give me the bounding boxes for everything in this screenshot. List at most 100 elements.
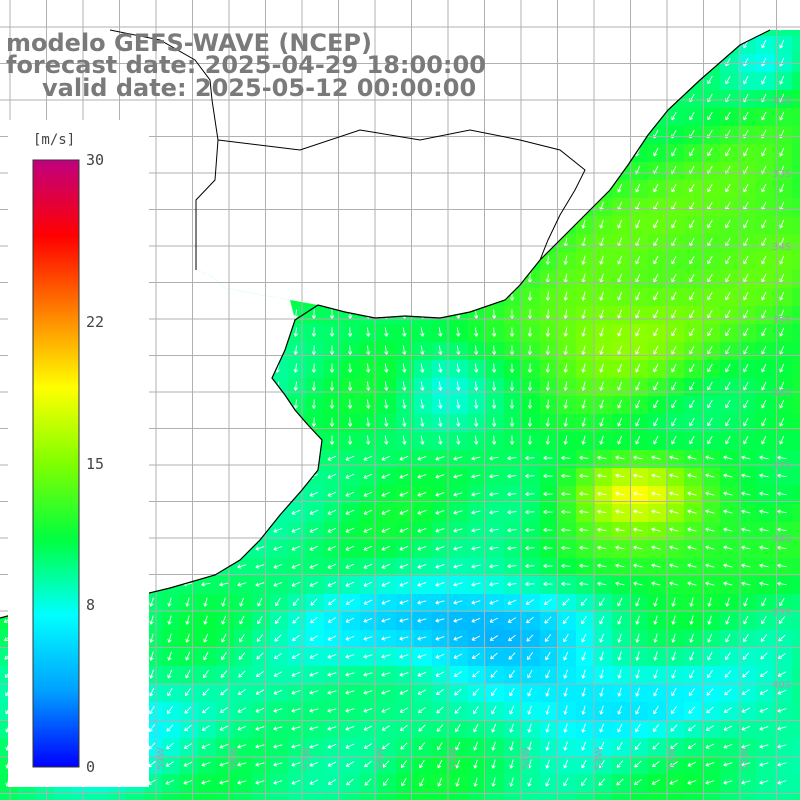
field-cell: [792, 522, 800, 541]
field-cell: [270, 522, 289, 541]
wind-arrow: [563, 291, 568, 301]
wind-arrow: [381, 654, 391, 659]
wind-arrow: [599, 399, 604, 409]
wind-arrow: [490, 652, 498, 660]
wind-arrow: [525, 527, 535, 533]
wind-arrow: [671, 273, 677, 283]
wind-arrow: [581, 291, 586, 301]
wind-arrow: [579, 563, 589, 568]
field-cell: [540, 612, 559, 631]
field-cell: [702, 414, 721, 433]
field-cell: [252, 684, 271, 703]
field-cell: [504, 540, 523, 559]
wind-arrow: [293, 381, 298, 391]
field-cell: [396, 360, 415, 379]
colorbar-frame: [32, 159, 80, 768]
field-cell: [252, 594, 271, 613]
field-cell: [432, 612, 451, 631]
wind-arrow: [384, 327, 389, 337]
field-cell: [774, 504, 793, 523]
field-cell: [342, 414, 361, 433]
wind-arrow: [615, 563, 625, 568]
wind-arrow: [527, 309, 533, 319]
wind-arrow: [327, 743, 337, 749]
wind-arrow: [725, 435, 731, 445]
field-cell: [684, 162, 703, 181]
field-cell: [414, 396, 433, 415]
field-cell: [342, 468, 361, 487]
field-cell: [720, 396, 739, 415]
field-cell: [594, 270, 613, 289]
field-cell: [684, 198, 703, 217]
field-cell: [540, 450, 559, 469]
wind-arrow: [543, 545, 553, 551]
field-cell: [486, 576, 505, 595]
field-cell: [648, 522, 667, 541]
field-cell: [702, 702, 721, 721]
wind-arrow: [527, 669, 533, 679]
wind-arrow: [653, 399, 659, 409]
wind-arrow: [707, 381, 713, 391]
field-cell: [792, 540, 800, 559]
wind-arrow: [309, 761, 319, 767]
field-cell: [684, 234, 703, 253]
wind-arrow: [399, 509, 409, 515]
wind-arrow: [597, 455, 607, 460]
wind-arrow: [363, 599, 373, 605]
field-cell: [558, 252, 577, 271]
wind-arrow: [417, 654, 427, 659]
field-cell: [702, 630, 721, 649]
field-cell: [738, 540, 757, 559]
wind-arrow: [420, 363, 425, 373]
field-cell: [684, 576, 703, 595]
field-cell: [522, 576, 541, 595]
field-cell: [378, 468, 397, 487]
field-cell: [522, 792, 541, 800]
field-cell: [666, 360, 685, 379]
field-cell: [270, 774, 289, 793]
field-cell: [630, 720, 649, 739]
field-cell: [486, 792, 505, 800]
wind-arrow: [437, 777, 442, 787]
field-cell: [684, 378, 703, 397]
field-cell: [702, 288, 721, 307]
field-cell: [576, 594, 595, 613]
wind-arrow: [597, 581, 607, 586]
field-cell: [558, 630, 577, 649]
wind-arrow: [221, 615, 227, 625]
field-cell: [504, 504, 523, 523]
wind-arrow: [327, 491, 337, 497]
wind-arrow: [327, 581, 337, 587]
wind-arrow: [617, 435, 623, 445]
field-cell: [756, 270, 775, 289]
wind-arrow: [707, 633, 713, 643]
field-cell: [792, 666, 800, 685]
field-cell: [414, 540, 433, 559]
field-cell: [702, 756, 721, 775]
wind-arrow: [435, 510, 445, 515]
field-cell: [360, 756, 379, 775]
field-cell: [414, 432, 433, 451]
field-cell: [648, 702, 667, 721]
wind-arrow: [743, 399, 749, 409]
wind-arrow: [761, 39, 767, 49]
field-cell: [468, 612, 487, 631]
field-cell: [666, 594, 685, 613]
field-cell: [792, 774, 800, 793]
field-cell: [180, 756, 199, 775]
field-cell: [756, 306, 775, 325]
wind-arrow: [509, 381, 515, 391]
field-cell: [558, 342, 577, 361]
wind-arrow: [309, 690, 319, 695]
wind-arrow: [761, 435, 767, 445]
field-cell: [738, 360, 757, 379]
field-cell: [342, 684, 361, 703]
field-cell: [702, 432, 721, 451]
field-cell: [774, 180, 793, 199]
field-cell: [144, 792, 163, 800]
wind-arrow: [581, 417, 586, 427]
field-cell: [612, 666, 631, 685]
field-cell: [468, 792, 487, 800]
field-cell: [342, 756, 361, 775]
wind-arrow: [309, 527, 319, 533]
